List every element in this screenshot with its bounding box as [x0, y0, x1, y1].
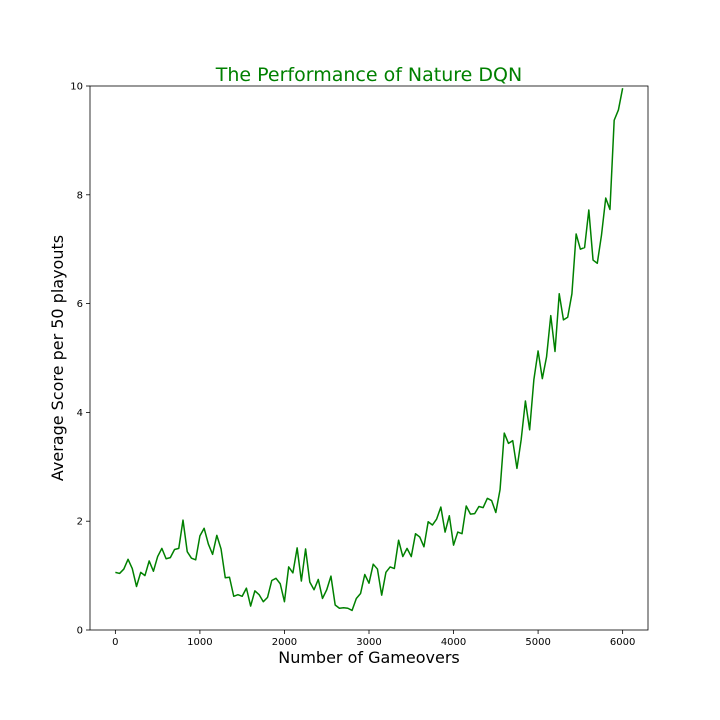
y-tick-label: 10 [70, 82, 83, 93]
x-tick-label: 3000 [356, 637, 381, 648]
x-tick-label: 6000 [610, 637, 635, 648]
x-tick-label: 1000 [187, 637, 212, 648]
x-tick-label: 2000 [272, 637, 297, 648]
x-tick-label: 4000 [441, 637, 466, 648]
x-tick-label: 0 [112, 637, 118, 648]
y-tick-label: 2 [77, 517, 83, 528]
y-tick-label: 4 [77, 408, 83, 419]
x-tick-label: 5000 [525, 637, 550, 648]
x-axis-title: Number of Gameovers [278, 648, 460, 667]
chart-title: The Performance of Nature DQN [215, 64, 522, 86]
y-tick-label: 8 [77, 190, 83, 201]
y-axis-title: Average Score per 50 playouts [48, 235, 67, 481]
y-tick-label: 6 [77, 299, 83, 310]
y-tick-label: 0 [77, 626, 83, 637]
plot-area: 0 1000 2000 3000 4000 5000 6000 0 2 4 6 8 10 [70, 82, 649, 648]
series-line-0 [115, 88, 624, 612]
